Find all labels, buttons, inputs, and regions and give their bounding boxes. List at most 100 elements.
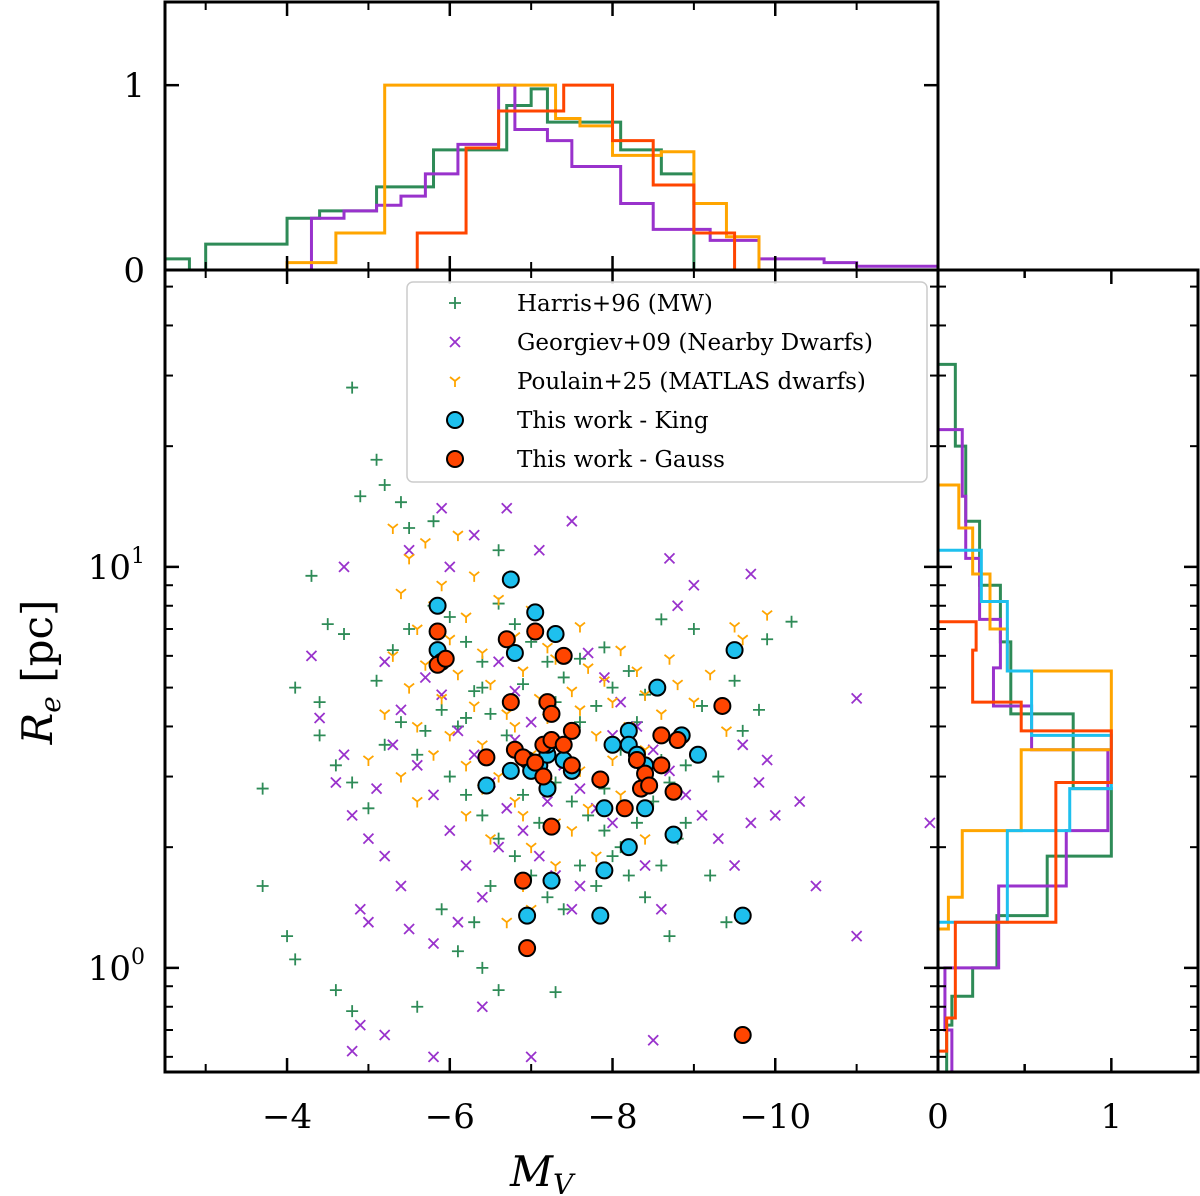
this-work-king-point bbox=[505, 643, 524, 662]
harris-96-mw-point bbox=[321, 618, 334, 631]
harris-96-mw-point bbox=[712, 770, 725, 783]
georgiev-09-nearby-dwarfs-point bbox=[395, 704, 407, 716]
poulain-25-matlas-dwarfs-point bbox=[484, 679, 497, 691]
poulain-25-matlas-dwarfs-point bbox=[460, 760, 472, 772]
right-histogram-layer bbox=[938, 362, 1113, 1072]
poulain-25-matlas-dwarfs-point bbox=[615, 790, 627, 801]
poulain-25-matlas-dwarfs-point bbox=[590, 851, 602, 863]
harris-96-mw-point bbox=[590, 699, 603, 712]
poulain-25-matlas-dwarfs-point bbox=[729, 621, 741, 633]
harris-96-mw-point bbox=[606, 681, 619, 694]
poulain-25-matlas-dwarfs-point bbox=[598, 676, 610, 687]
harris-96-mw-point bbox=[517, 788, 530, 801]
georgiev-09-nearby-dwarfs-point bbox=[338, 561, 350, 573]
harris-96-mw-point bbox=[508, 850, 521, 863]
this-work-king-point bbox=[518, 906, 537, 925]
harris-96-mw-point bbox=[630, 816, 643, 829]
harris-96-mw-point bbox=[573, 652, 586, 665]
poulain-25-matlas-dwarfs-point bbox=[525, 842, 537, 854]
harris-96-mw-point bbox=[622, 665, 635, 677]
georgiev-09-nearby-dwarfs-point bbox=[541, 795, 554, 808]
harris-96-mw-point bbox=[281, 930, 294, 943]
poulain-25-matlas-dwarfs-point bbox=[606, 697, 619, 709]
tick-marks bbox=[165, 2, 1200, 1072]
harris-96-mw-point bbox=[468, 685, 481, 698]
georgiev-09-nearby-dwarfs-point bbox=[338, 749, 350, 761]
poulain-25-matlas-dwarfs-point bbox=[550, 860, 562, 872]
top-axes-frame bbox=[163, 0, 940, 272]
this-work-king-point bbox=[477, 776, 496, 795]
harris-96-mw-point bbox=[476, 961, 489, 974]
harris-96-mw-point bbox=[460, 635, 473, 648]
georgiev-09-nearby-dwarfs-point bbox=[492, 656, 505, 668]
poulain-25-matlas-dwarfs-point bbox=[493, 594, 505, 606]
x-tick-label: −8 bbox=[587, 1097, 637, 1137]
harris-96-mw-point bbox=[305, 569, 318, 582]
poulain-25-matlas-dwarfs-point bbox=[403, 553, 415, 565]
harris-96-mw-point bbox=[346, 1005, 359, 1018]
this-work-gauss-point bbox=[428, 622, 447, 641]
harris-96-mw-point bbox=[256, 880, 269, 893]
this-work-gauss-point bbox=[627, 750, 646, 769]
georgiev-09-nearby-dwarfs-point bbox=[460, 859, 472, 872]
georgiev-09-nearby-dwarfs-point bbox=[370, 782, 383, 795]
harris-96-mw-point bbox=[338, 628, 351, 641]
harris-96-mw-point bbox=[443, 770, 456, 783]
this-work-king-point bbox=[542, 871, 561, 890]
harris-96-mw-point bbox=[329, 984, 342, 997]
poulain-25-matlas-dwarfs-point bbox=[484, 833, 497, 845]
this-work-king-point bbox=[664, 825, 683, 844]
harris-96-mw-point bbox=[411, 748, 424, 761]
this-work-gauss-point bbox=[664, 782, 683, 801]
poulain-25-matlas-dwarfs-point bbox=[720, 726, 733, 737]
harris-96-mw-point bbox=[370, 453, 383, 466]
poulain-25-matlas-dwarfs-point bbox=[517, 810, 529, 822]
georgiev-09-nearby-dwarfs-point bbox=[379, 1029, 391, 1041]
georgiev-09-nearby-dwarfs-point bbox=[444, 561, 456, 573]
georgiev-09-nearby-dwarfs-point bbox=[598, 671, 611, 684]
georgiev-09-nearby-dwarfs-point bbox=[379, 850, 391, 862]
georgiev-09-nearby-dwarfs-point bbox=[850, 930, 863, 942]
harris-96-mw-point bbox=[386, 644, 399, 657]
poulain-25-matlas-dwarfs-point bbox=[403, 682, 415, 694]
harris-96-mw-point bbox=[313, 729, 326, 742]
harris-96-mw-point bbox=[517, 678, 530, 691]
x-tick-label: −10 bbox=[739, 1097, 811, 1137]
this-work-king-point bbox=[648, 678, 667, 697]
this-work-gauss-point bbox=[526, 753, 545, 772]
georgiev-09-nearby-dwarfs-point bbox=[753, 776, 765, 789]
poulain-25-matlas-dwarfs-point bbox=[468, 701, 480, 712]
georgiev-09-nearby-dwarfs-point bbox=[745, 568, 757, 580]
right-hist-harris-96-mw bbox=[938, 362, 1113, 1072]
harris-96-mw-point bbox=[394, 496, 407, 509]
poulain-25-matlas-dwarfs-point bbox=[411, 721, 423, 733]
top-hist-poulain-25-matlas-dwarfs bbox=[285, 83, 761, 270]
poulain-25-matlas-dwarfs-point bbox=[566, 825, 578, 837]
this-work-gauss-point bbox=[652, 726, 671, 745]
legend-entry-harris-96-mw: Harris+96 (MW) bbox=[449, 291, 713, 317]
poulain-25-matlas-dwarfs-point bbox=[436, 580, 448, 592]
series-this-work-gauss bbox=[428, 622, 752, 1045]
poulain-25-matlas-dwarfs-point bbox=[419, 537, 431, 549]
right-hist-tick-label: 1 bbox=[1101, 1097, 1123, 1137]
georgiev-09-nearby-dwarfs-point bbox=[769, 809, 781, 822]
this-work-gauss-point bbox=[591, 770, 610, 789]
georgiev-09-nearby-dwarfs-point bbox=[492, 841, 505, 853]
y-axis-label: Re [pc] bbox=[13, 600, 67, 746]
georgiev-09-nearby-dwarfs-point bbox=[346, 809, 358, 822]
this-work-gauss-point bbox=[542, 704, 561, 723]
this-work-gauss-point bbox=[501, 693, 520, 712]
this-work-gauss-point bbox=[554, 735, 573, 754]
top-hist-harris-96-mw bbox=[165, 87, 719, 270]
harris-96-mw-point bbox=[411, 1000, 424, 1013]
georgiev-09-nearby-dwarfs-point bbox=[737, 739, 749, 751]
harris-96-mw-point bbox=[696, 699, 709, 712]
this-work-king-point bbox=[526, 603, 545, 622]
harris-96-mw-point bbox=[679, 816, 692, 829]
poulain-25-matlas-dwarfs-point bbox=[387, 651, 399, 662]
top-histogram-layer bbox=[165, 83, 938, 270]
this-work-gauss-point bbox=[436, 649, 455, 668]
harris-96-mw-point bbox=[598, 641, 611, 654]
